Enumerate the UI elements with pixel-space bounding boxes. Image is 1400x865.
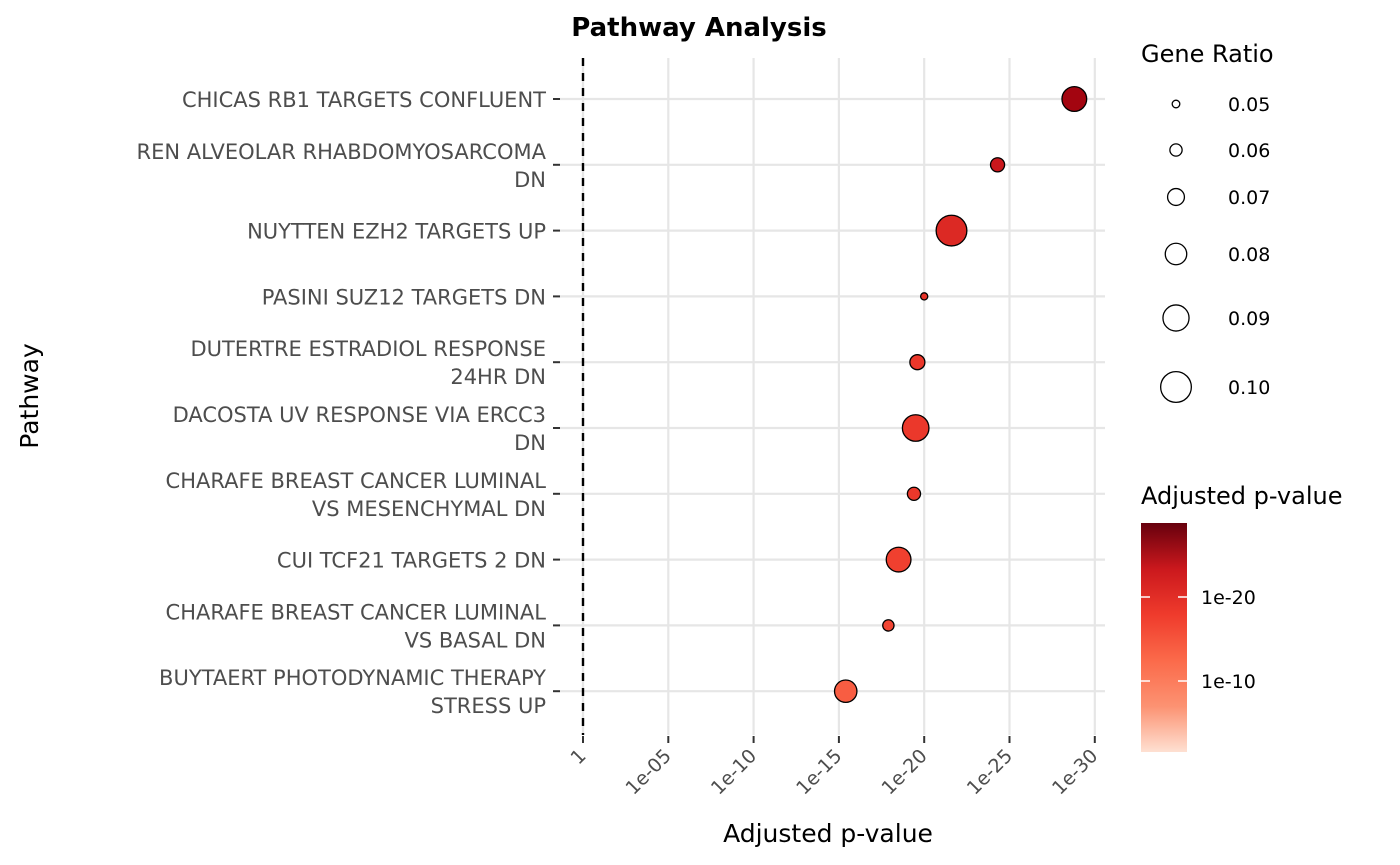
y-tick-label: PASINI SUZ12 TARGETS DN xyxy=(262,285,546,309)
y-axis: CHICAS RB1 TARGETS CONFLUENT REN ALVEOLAR… xyxy=(137,88,560,718)
y-tick-label: CHARAFE BREAST CANCER LUMINAL VS MESENCHY… xyxy=(166,469,547,521)
data-point xyxy=(885,546,912,573)
y-tick-label: CUI TCF21 TARGETS 2 DN xyxy=(277,549,546,573)
y-tick-label: DACOSTA UV RESPONSE VIA ERCC3 DN xyxy=(173,403,546,455)
color-legend: Adjusted p-value 1e-20 1e-10 xyxy=(1141,482,1342,752)
size-legend: Gene Ratio 0.05 0.06 0.07 0.08 0.09 0.10 xyxy=(1141,40,1274,404)
x-axis: 1 1e-05 1e-10 1e-15 1e-20 1e-25 1e-30 xyxy=(566,736,1102,799)
y-tick-label: CHICAS RB1 TARGETS CONFLUENT xyxy=(182,88,546,112)
data-point xyxy=(935,214,968,247)
data-point xyxy=(919,292,929,301)
x-tick-label: 1e-10 xyxy=(707,745,761,799)
data-points xyxy=(833,85,1088,704)
x-tick-label: 1e-25 xyxy=(963,745,1017,799)
grid xyxy=(560,58,1105,735)
size-legend-key xyxy=(1171,99,1181,109)
x-tick-label: 1e-20 xyxy=(877,745,931,799)
size-legend-key xyxy=(1169,143,1183,157)
size-legend-key xyxy=(1159,370,1193,404)
data-point xyxy=(901,414,930,442)
size-legend-label: 0.08 xyxy=(1228,244,1270,266)
data-point xyxy=(906,486,922,502)
data-point xyxy=(989,157,1006,173)
color-legend-title: Adjusted p-value xyxy=(1141,482,1342,510)
size-legend-label: 0.06 xyxy=(1228,140,1270,162)
y-axis-title: Pathway xyxy=(15,343,44,449)
size-legend-key xyxy=(1166,187,1186,207)
size-legend-key xyxy=(1162,304,1190,332)
color-legend-label: 1e-10 xyxy=(1201,671,1256,693)
y-tick-label: BUYTAERT PHOTODYNAMIC THERAPY STRESS UP xyxy=(159,666,546,718)
size-legend-label: 0.09 xyxy=(1228,308,1270,330)
color-legend-label: 1e-20 xyxy=(1201,587,1256,609)
size-legend-title: Gene Ratio xyxy=(1141,40,1274,68)
y-tick-label: NUYTTEN EZH2 TARGETS UP xyxy=(247,220,546,244)
data-point xyxy=(1061,85,1088,113)
chart-title: Pathway Analysis xyxy=(571,13,827,43)
size-legend-label: 0.07 xyxy=(1228,187,1270,209)
x-tick-label: 1 xyxy=(566,745,590,769)
size-legend-key xyxy=(1164,242,1188,266)
color-legend-bar xyxy=(1141,523,1187,752)
y-tick-label: DUTERTRE ESTRADIOL RESPONSE 24HR DN xyxy=(190,337,546,389)
y-tick-label: REN ALVEOLAR RHABDOMYOSARCOMA DN xyxy=(137,140,547,192)
y-tick-label: CHARAFE BREAST CANCER LUMINAL VS BASAL DN xyxy=(166,600,547,652)
data-point xyxy=(909,354,926,371)
size-legend-label: 0.05 xyxy=(1228,94,1270,116)
x-tick-label: 1e-15 xyxy=(792,745,846,799)
size-legend-label: 0.10 xyxy=(1228,377,1270,399)
x-tick-label: 1e-30 xyxy=(1048,745,1102,799)
x-axis-title: Adjusted p-value xyxy=(723,819,933,848)
data-point xyxy=(833,679,858,704)
data-point xyxy=(882,619,895,632)
x-tick-label: 1e-05 xyxy=(622,745,676,799)
